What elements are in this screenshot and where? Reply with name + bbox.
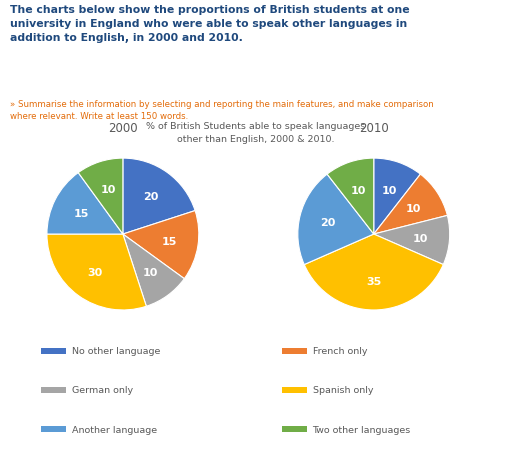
Text: 30: 30 xyxy=(88,267,103,277)
Text: 10: 10 xyxy=(351,185,366,195)
Text: The charts below show the proportions of British students at one
university in E: The charts below show the proportions of… xyxy=(10,5,410,43)
Text: % of British Students able to speak languages
other than English, 2000 & 2010.: % of British Students able to speak lang… xyxy=(146,122,366,143)
Bar xyxy=(41,387,67,393)
Text: » Summarise the information by selecting and reporting the main features, and ma: » Summarise the information by selecting… xyxy=(10,100,434,120)
Wedge shape xyxy=(47,173,123,235)
Wedge shape xyxy=(304,235,443,310)
Bar xyxy=(41,349,67,354)
Text: 10: 10 xyxy=(406,204,421,214)
Bar xyxy=(282,426,307,432)
Text: 15: 15 xyxy=(73,208,89,218)
Wedge shape xyxy=(47,235,146,310)
Bar xyxy=(282,349,307,354)
Wedge shape xyxy=(123,159,195,235)
Text: French only: French only xyxy=(312,347,367,356)
Title: 2000: 2000 xyxy=(108,121,138,134)
Text: German only: German only xyxy=(72,386,133,395)
Bar xyxy=(41,426,67,432)
Text: 10: 10 xyxy=(413,234,429,244)
Text: 10: 10 xyxy=(381,185,397,195)
Text: No other language: No other language xyxy=(72,347,160,356)
Wedge shape xyxy=(327,159,374,235)
Text: Another language: Another language xyxy=(72,424,157,433)
Text: Spanish only: Spanish only xyxy=(312,386,373,395)
Wedge shape xyxy=(298,175,374,265)
Text: 35: 35 xyxy=(366,276,381,286)
Wedge shape xyxy=(374,175,447,235)
Title: 2010: 2010 xyxy=(359,121,389,134)
Text: 10: 10 xyxy=(143,267,158,277)
Wedge shape xyxy=(78,159,123,235)
Text: 15: 15 xyxy=(162,237,177,247)
Wedge shape xyxy=(374,159,420,235)
Bar xyxy=(282,387,307,393)
Wedge shape xyxy=(123,235,184,307)
Text: 20: 20 xyxy=(321,218,336,228)
Text: 10: 10 xyxy=(101,185,116,195)
Text: 20: 20 xyxy=(143,192,158,202)
Text: Two other languages: Two other languages xyxy=(312,424,411,433)
Wedge shape xyxy=(123,211,199,279)
Wedge shape xyxy=(374,216,450,265)
